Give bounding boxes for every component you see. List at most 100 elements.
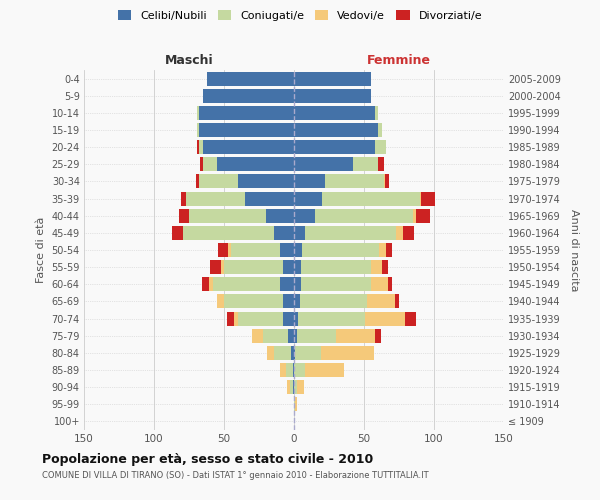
Bar: [199, 123, 294, 137]
Bar: [283, 312, 294, 326]
Bar: [416, 208, 430, 222]
Bar: [227, 312, 234, 326]
Bar: [207, 72, 294, 86]
Bar: [295, 346, 320, 360]
Bar: [268, 346, 274, 360]
Bar: [294, 363, 305, 377]
Bar: [420, 192, 421, 205]
Bar: [375, 106, 378, 120]
Bar: [379, 243, 386, 257]
Bar: [413, 208, 416, 222]
Text: Maschi: Maschi: [164, 54, 214, 68]
Bar: [378, 158, 383, 172]
Bar: [203, 88, 294, 102]
Bar: [189, 208, 266, 222]
Bar: [263, 328, 289, 342]
Bar: [305, 363, 344, 377]
Bar: [181, 192, 186, 205]
Bar: [238, 312, 283, 326]
Bar: [295, 398, 297, 411]
Bar: [294, 208, 315, 222]
Text: Popolazione per età, sesso e stato civile - 2010: Popolazione per età, sesso e stato civil…: [42, 452, 373, 466]
Bar: [266, 208, 294, 222]
Bar: [294, 328, 297, 342]
Bar: [291, 346, 294, 360]
Bar: [305, 226, 396, 240]
Bar: [383, 174, 385, 188]
Bar: [378, 123, 382, 137]
Bar: [202, 278, 209, 291]
Bar: [298, 312, 365, 326]
Bar: [286, 363, 293, 377]
Bar: [294, 226, 305, 240]
Bar: [186, 192, 245, 205]
Bar: [375, 328, 381, 342]
Bar: [294, 192, 322, 205]
Bar: [294, 106, 375, 120]
Bar: [294, 346, 295, 360]
Bar: [172, 226, 184, 240]
Bar: [184, 226, 274, 240]
Bar: [290, 380, 293, 394]
Bar: [234, 312, 238, 326]
Bar: [297, 380, 304, 394]
Bar: [294, 278, 301, 291]
Bar: [197, 140, 199, 154]
Bar: [217, 158, 294, 172]
Bar: [294, 380, 297, 394]
Bar: [280, 363, 286, 377]
Bar: [274, 226, 294, 240]
Bar: [210, 260, 221, 274]
Bar: [294, 72, 371, 86]
Bar: [386, 243, 392, 257]
Text: Femmine: Femmine: [367, 54, 431, 68]
Bar: [224, 260, 283, 274]
Legend: Celibi/Nubili, Coniugati/e, Vedovi/e, Divorziati/e: Celibi/Nubili, Coniugati/e, Vedovi/e, Di…: [113, 6, 487, 25]
Bar: [209, 278, 213, 291]
Bar: [353, 158, 378, 172]
Bar: [325, 174, 383, 188]
Bar: [294, 123, 378, 137]
Y-axis label: Fasce di età: Fasce di età: [36, 217, 46, 283]
Bar: [294, 158, 353, 172]
Bar: [252, 328, 263, 342]
Bar: [196, 174, 199, 188]
Bar: [221, 260, 224, 274]
Bar: [238, 174, 294, 188]
Bar: [293, 363, 294, 377]
Bar: [228, 243, 231, 257]
Bar: [301, 278, 371, 291]
Bar: [403, 226, 415, 240]
Bar: [299, 294, 367, 308]
Bar: [280, 278, 294, 291]
Bar: [199, 140, 203, 154]
Bar: [217, 294, 224, 308]
Bar: [297, 328, 336, 342]
Bar: [293, 380, 294, 394]
Bar: [213, 278, 280, 291]
Bar: [245, 192, 294, 205]
Bar: [395, 294, 399, 308]
Bar: [371, 260, 382, 274]
Bar: [365, 312, 404, 326]
Bar: [294, 140, 375, 154]
Bar: [294, 260, 301, 274]
Bar: [200, 158, 203, 172]
Bar: [421, 192, 436, 205]
Bar: [294, 243, 302, 257]
Bar: [289, 328, 294, 342]
Bar: [322, 192, 420, 205]
Bar: [231, 243, 280, 257]
Bar: [294, 398, 295, 411]
Bar: [203, 158, 217, 172]
Bar: [371, 278, 388, 291]
Bar: [315, 208, 413, 222]
Bar: [320, 346, 374, 360]
Bar: [218, 243, 228, 257]
Bar: [274, 346, 291, 360]
Bar: [224, 294, 283, 308]
Bar: [294, 88, 371, 102]
Bar: [302, 243, 379, 257]
Bar: [197, 106, 199, 120]
Bar: [294, 294, 299, 308]
